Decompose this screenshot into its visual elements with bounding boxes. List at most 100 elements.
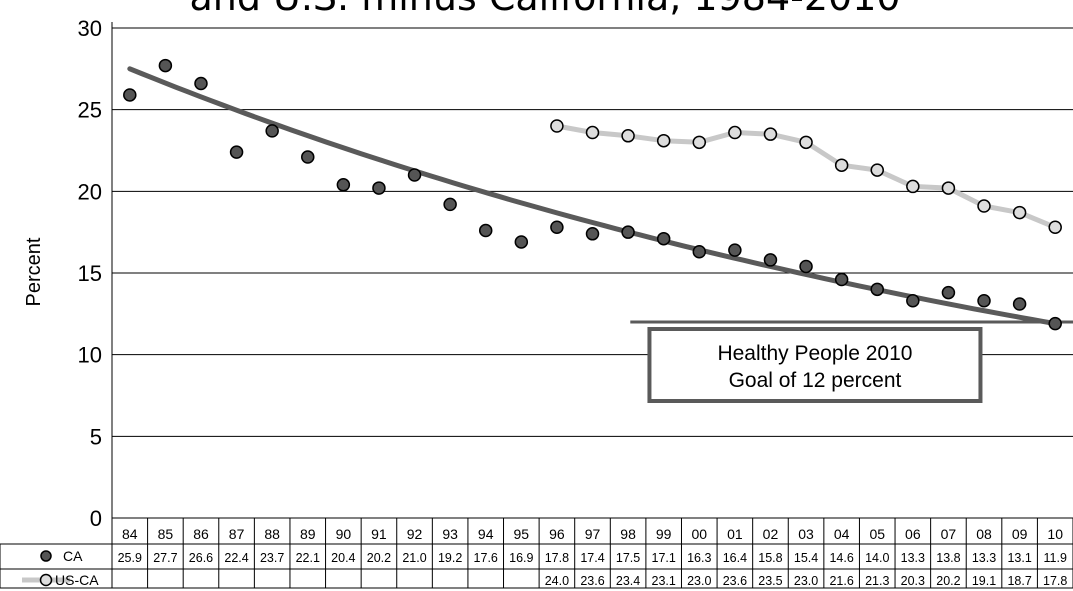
y-tick-5: 5 (90, 424, 102, 449)
y-axis-label: Percent (23, 237, 45, 306)
y-tick-15: 15 (78, 261, 102, 286)
legend-marker-ca (40, 550, 52, 562)
x-tick-03: 03 (798, 526, 814, 542)
x-tick-10: 10 (1047, 526, 1063, 542)
table-value-ca-07: 13.8 (936, 551, 960, 565)
table-value-us-ca-10: 17.8 (1043, 574, 1067, 588)
table-value-us-ca-96: 24.0 (545, 574, 569, 588)
y-tick-20: 20 (78, 179, 102, 204)
x-tick-96: 96 (549, 526, 565, 542)
point-ca-95 (514, 235, 529, 249)
table-value-ca-97: 17.4 (580, 551, 604, 565)
y-tick-0: 0 (90, 506, 102, 531)
gridlines (111, 22, 1073, 569)
legend-label-ca: CA (63, 548, 83, 564)
legend-label-us-ca: US-CA (55, 572, 99, 588)
point-ca-06 (906, 294, 920, 308)
point-us-ca-05 (870, 163, 884, 177)
x-tick-92: 92 (407, 526, 423, 542)
table-value-us-ca-08: 19.1 (972, 574, 996, 588)
data-table: 84 85 86 87 88 89 90 91 92 93 94 95 96 97 98 99 00 01 02 03… (0, 517, 1073, 589)
chart-title: and U.S. minus California, 1984-2010 (189, 0, 900, 19)
point-ca-10 (1048, 316, 1062, 331)
table-value-us-ca-02: 23.5 (758, 574, 782, 588)
x-tick-86: 86 (193, 526, 209, 542)
table-value-us-ca-01: 23.6 (723, 574, 747, 588)
table-value-ca-98: 17.5 (616, 551, 640, 565)
point-ca-98 (621, 225, 635, 239)
table-value-ca-01: 16.4 (723, 551, 747, 565)
legend-marker-us-ca (39, 573, 53, 587)
table-value-ca-86: 26.6 (189, 551, 213, 565)
x-tick-89: 89 (300, 526, 316, 542)
x-tick-94: 94 (478, 526, 494, 542)
point-ca-84 (123, 88, 137, 102)
point-ca-86 (194, 76, 208, 91)
table-value-us-ca-05: 21.3 (865, 574, 889, 588)
table-value-us-ca-99: 23.1 (652, 574, 676, 588)
table-value-ca-04: 14.6 (829, 551, 853, 565)
x-tick-99: 99 (656, 526, 672, 542)
point-us-ca-04 (834, 158, 849, 172)
point-ca-87 (229, 145, 244, 159)
table-value-ca-10: 11.9 (1044, 551, 1067, 565)
point-us-ca-00 (692, 135, 707, 150)
x-tick-85: 85 (158, 526, 174, 542)
point-ca-02 (763, 253, 778, 267)
point-ca-96 (550, 220, 564, 235)
table-value-ca-03: 15.4 (794, 551, 818, 565)
x-tick-07: 07 (941, 526, 957, 542)
point-ca-88 (265, 124, 279, 138)
point-ca-97 (585, 227, 600, 241)
table-value-us-ca-03: 23.0 (794, 574, 818, 588)
point-ca-93 (443, 197, 457, 212)
point-us-ca-08 (977, 199, 991, 213)
table-value-us-ca-06: 20.3 (901, 574, 925, 588)
goal-annotation: Healthy People 2010 Goal of 12 percent (630, 320, 1073, 403)
point-ca-90 (336, 178, 351, 192)
table-value-ca-02: 15.8 (758, 551, 782, 565)
table-value-ca-90: 20.4 (331, 551, 355, 565)
goal-box (647, 327, 983, 403)
point-ca-92 (407, 168, 422, 182)
table-value-us-ca-00: 23.0 (687, 574, 711, 588)
goal-text-line2: Goal of 12 percent (729, 369, 902, 392)
x-tick-84: 84 (122, 526, 138, 542)
point-ca-01 (728, 243, 742, 257)
x-tick-00: 00 (691, 526, 707, 542)
table-value-ca-84: 25.9 (118, 551, 142, 565)
point-ca-89 (301, 150, 315, 164)
trend-line (127, 66, 1058, 327)
table-value-ca-99: 17.1 (652, 551, 676, 565)
ca-trend-line (127, 66, 1058, 327)
point-us-ca-99 (656, 133, 671, 148)
point-ca-85 (158, 58, 173, 73)
x-tick-88: 88 (264, 526, 280, 542)
point-ca-94 (478, 223, 493, 238)
point-us-ca-06 (906, 179, 920, 194)
goal-text-line1: Healthy People 2010 (717, 342, 912, 365)
table-value-ca-00: 16.3 (687, 551, 711, 565)
table-value-ca-88: 23.7 (260, 551, 284, 565)
x-tick-91: 91 (371, 526, 387, 542)
x-tick-90: 90 (336, 526, 352, 542)
point-ca-09 (1012, 297, 1027, 311)
table-value-ca-93: 19.2 (438, 551, 462, 565)
x-tick-06: 06 (905, 526, 921, 542)
table-value-us-ca-09: 18.7 (1007, 574, 1031, 588)
x-tick-98: 98 (620, 526, 636, 542)
series-layer (123, 58, 1062, 331)
table-value-ca-94: 17.6 (474, 551, 498, 565)
x-tick-95: 95 (514, 526, 530, 542)
point-ca-03 (799, 259, 813, 274)
point-us-ca-97 (585, 125, 600, 140)
point-us-ca-96 (550, 119, 564, 133)
table-value-ca-06: 13.3 (901, 551, 925, 565)
table-value-ca-05: 14.0 (865, 551, 889, 565)
y-tick-labels: 0 5 10 15 20 25 30 (78, 16, 102, 531)
table-value-us-ca-07: 20.2 (936, 574, 960, 588)
point-us-ca-10 (1048, 220, 1062, 235)
x-tick-02: 02 (763, 526, 779, 542)
x-tick-04: 04 (834, 526, 850, 542)
